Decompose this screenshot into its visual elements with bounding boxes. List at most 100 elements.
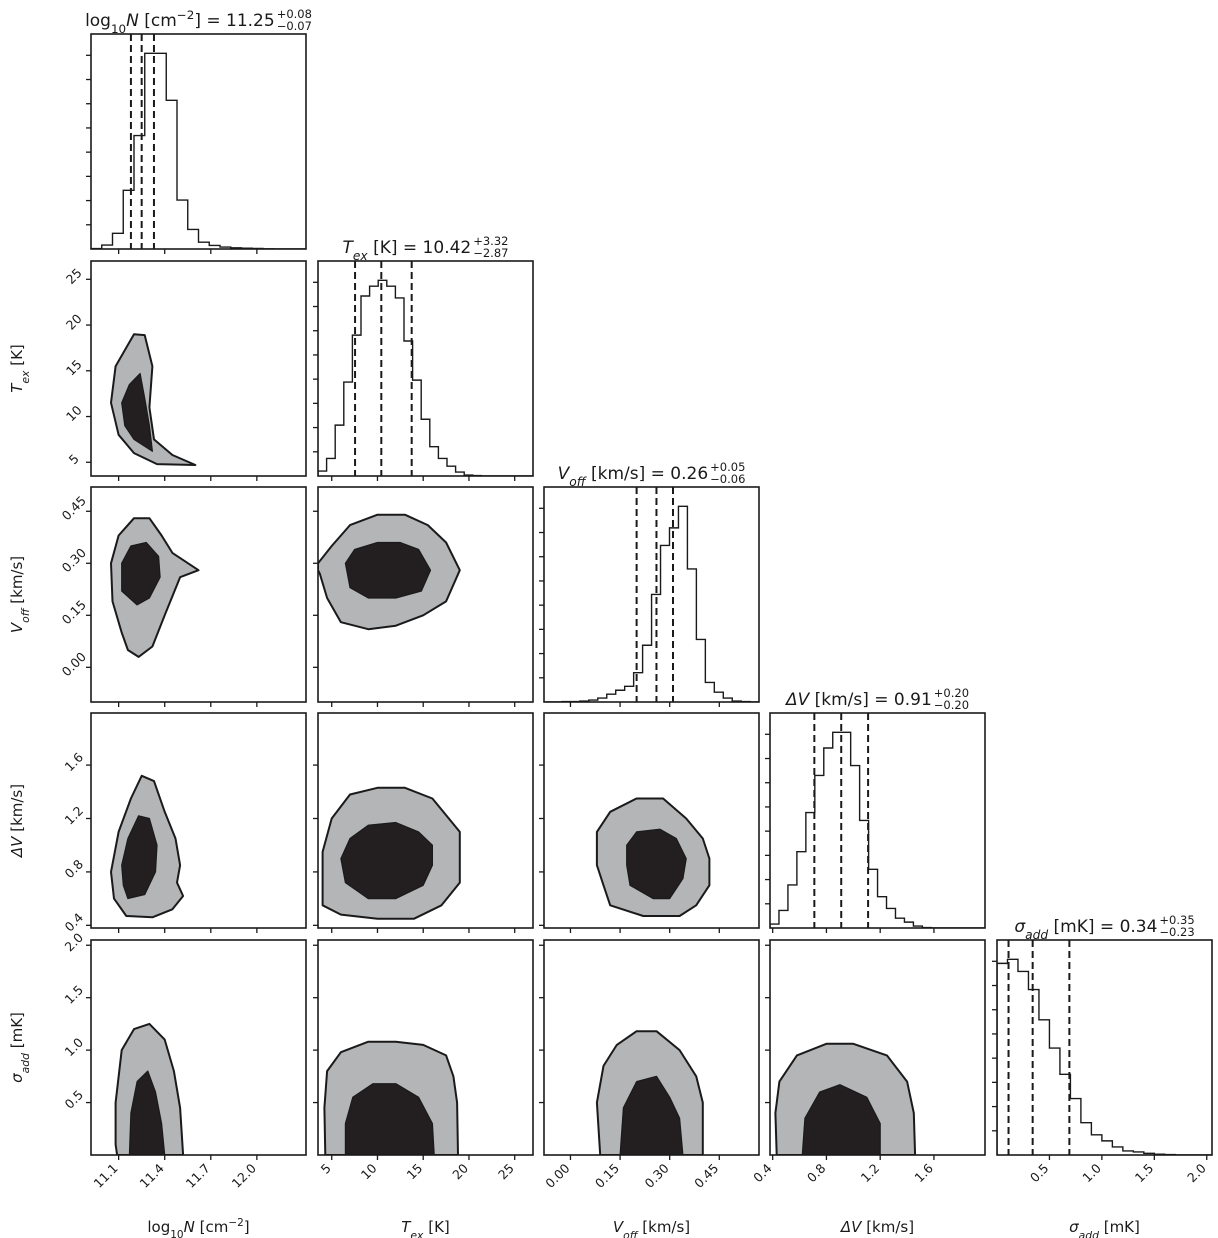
y-axis-label-sigma-text: [mK] — [8, 1012, 26, 1053]
x-axis-label-dV-symbol: ΔV — [840, 1218, 863, 1236]
y-axis-label-dV-text: [km/s] — [8, 784, 26, 837]
histogram-steps — [770, 731, 985, 928]
panel-title-Voff: Voff [km/s] = 0.26 — [558, 464, 709, 489]
contour-68 — [121, 815, 158, 900]
x-axis-label-Tex-text: [K] — [423, 1218, 449, 1236]
contour-logN-dV: 0.40.81.21.6 — [61, 712, 307, 934]
x-tick-label: 11.4 — [137, 1160, 167, 1190]
panel-title-sigma-lower-error: −0.23 — [1159, 925, 1194, 939]
panel-frame — [90, 486, 307, 703]
contour-68 — [121, 541, 161, 606]
panel-title-dV-lower-error: −0.20 — [934, 698, 969, 712]
y-axis-label-Voff-subscript: off — [19, 607, 32, 623]
y-axis-label-dV-symbol: ΔV — [8, 835, 26, 858]
panel-title-logN-var: N — [126, 11, 139, 31]
x-axis-label-Voff-text: [km/s] — [638, 1218, 691, 1236]
histogram-steps — [997, 958, 1212, 1155]
x-axis-label-Tex-subscript: ex — [410, 1229, 424, 1238]
panel-title-Tex-lower-error: −2.87 — [473, 246, 508, 260]
panel-title-Voff-lower-error: −0.06 — [710, 472, 745, 486]
panel-frame — [317, 939, 534, 1156]
histogram-steps — [544, 505, 759, 702]
x-tick-label: 1.5 — [1132, 1161, 1157, 1186]
panel-frame — [90, 712, 307, 929]
y-tick-label: 0.5 — [61, 1087, 86, 1112]
y-tick-label: 1.2 — [61, 803, 86, 828]
panel-title-logN-subscript: 10 — [111, 22, 126, 36]
x-tick-label: 5 — [318, 1161, 334, 1177]
panel-title-logN-lower-error: −0.07 — [277, 19, 312, 33]
y-axis-label-Voff-text: [km/s] — [8, 556, 26, 609]
panel-title-dV-text: [km/s] = 0.91 — [809, 690, 932, 710]
histogram-sigma: 0.5 1.0 1.5 2.0 σadd [mK] = 0.34 +0.35−0.23 — [992, 913, 1213, 1186]
y-tick-label: 20 — [63, 311, 85, 333]
x-tick-label: 15 — [403, 1161, 425, 1183]
x-tick-label: 12.0 — [229, 1160, 259, 1190]
contour-68 — [626, 828, 687, 900]
y-axis-label-group: ΔV [km/s] — [8, 784, 26, 858]
panel-title-Tex-subscript: ex — [353, 249, 369, 263]
y-tick-label: 0.45 — [59, 493, 89, 523]
x-tick-label: 11.7 — [183, 1161, 213, 1191]
y-tick-label: 10 — [63, 402, 85, 424]
histogram-steps — [91, 52, 306, 249]
panel-frame — [317, 712, 534, 929]
x-axis-label-logN-subscript: 10 — [170, 1229, 183, 1238]
panel-title-Tex-text: [K] = 10.42 — [368, 238, 472, 258]
contour-logN-Tex: 5 10 15 20 25 — [63, 260, 307, 481]
panel-title-dV-upper-error: +0.20 — [934, 686, 969, 700]
y-tick-label: 1.5 — [61, 982, 86, 1007]
y-tick-label: 1.6 — [61, 750, 86, 775]
panel-title-Voff-upper-error: +0.05 — [710, 460, 745, 474]
x-tick-label: 1.2 — [858, 1161, 883, 1186]
y-axis-label-sigma: σadd [mK] — [8, 1012, 32, 1083]
panel-frame — [543, 712, 760, 929]
contour-logN-Voff: 0.00 0.15 0.30 0.45 — [59, 486, 307, 707]
y-axis-label-Voff-symbol: V — [8, 621, 26, 633]
contour-Voff-dV — [539, 712, 760, 933]
panel-frame — [543, 486, 760, 703]
x-axis-label-logN-var: N — [184, 1218, 195, 1236]
contour-68 — [340, 821, 433, 900]
y-axis-label-sigma-symbol: σ — [8, 1073, 26, 1083]
x-axis-label-sigma: σadd [mK] — [1069, 1218, 1140, 1238]
y-axis-label-dV: ΔV [km/s] — [8, 784, 26, 858]
x-axis-label-logN: log10N [cm−2] — [147, 1217, 249, 1238]
panel-frame — [317, 486, 534, 703]
y-tick-label: 15 — [63, 357, 85, 379]
x-tick-label: 0.45 — [691, 1161, 721, 1191]
panel-title-logN-upper-error: +0.08 — [277, 7, 312, 21]
x-tick-label: 0.00 — [542, 1160, 572, 1190]
panel-title-sigma-subscript: add — [1025, 928, 1048, 942]
contour-68 — [344, 541, 432, 599]
contour-68 — [121, 372, 153, 452]
x-axis-label-logN-superscript: −2 — [228, 1217, 243, 1229]
x-axis-label-Voff-symbol: V — [613, 1218, 625, 1236]
y-tick-label: 0.00 — [59, 649, 89, 679]
histogram-Voff: Voff [km/s] = 0.26 +0.05−0.06 — [539, 460, 760, 707]
x-tick-label: 0.5 — [1027, 1161, 1052, 1186]
contour-68 — [619, 1075, 684, 1155]
panel-title-dV-symbol: ΔV — [784, 690, 811, 710]
panel-title-sigma-symbol: σ — [1014, 917, 1026, 937]
panel-frame — [90, 939, 307, 1156]
x-axis-label-logN-unit: [cm — [195, 1218, 228, 1236]
panel-title-logN-unit: [cm — [139, 11, 177, 31]
histogram-logN: log10N [cm−2] = 11.25 +0.08−0.07 — [85, 7, 312, 254]
panel-title-Tex-symbol: T — [343, 238, 355, 258]
contour-logN-sigma: 11.1 11.4 11.7 12.0 0.5 1.0 1.5 2.0 — [61, 930, 307, 1191]
y-tick-label: 1.0 — [61, 1035, 86, 1060]
y-axis-label-Tex: Tex [K] — [8, 344, 32, 393]
x-axis-label-logN-close: ] — [244, 1218, 250, 1236]
histogram-dV: ΔV [km/s] = 0.91 +0.20−0.20 — [765, 686, 986, 933]
contour-68 — [128, 1070, 166, 1155]
panel-title-logN-superscript: −2 — [177, 8, 195, 22]
contour-Tex-Voff — [313, 486, 534, 707]
y-axis-label-group: Voff [km/s] — [8, 556, 32, 633]
panel-title-logN: log10N [cm−2] = 11.25 — [85, 8, 275, 36]
y-tick-label: 0.8 — [61, 856, 86, 881]
x-tick-label: 10 — [358, 1160, 380, 1182]
x-axis-label-sigma-subscript: add — [1079, 1229, 1099, 1238]
panel-title-Voff-subscript: off — [569, 475, 586, 489]
